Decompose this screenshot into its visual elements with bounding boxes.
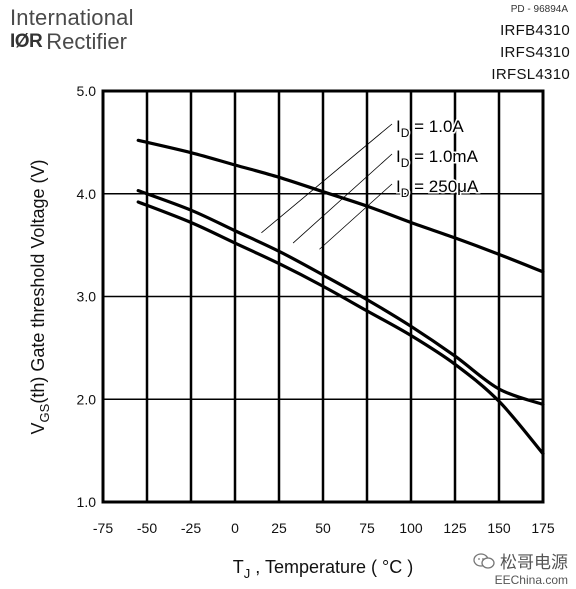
brand-line2: Rectifier <box>46 29 127 54</box>
y-tick-label: 1.0 <box>77 494 97 510</box>
ir-logo-icon: IØR <box>10 31 43 52</box>
watermark: 松哥电源 EEChina.com <box>473 548 568 587</box>
series-label: ID = 1.0mA <box>396 147 479 170</box>
x-tick-label: 100 <box>399 520 423 536</box>
plot-frame <box>101 89 545 504</box>
part-number: IRFS4310 <box>500 44 570 61</box>
series-label: ID = 250μA <box>396 177 479 200</box>
y-tick-label: 4.0 <box>77 186 97 202</box>
y-tick-label: 3.0 <box>77 289 97 305</box>
watermark-site: EEChina.com <box>494 573 568 587</box>
leader-line <box>319 183 393 250</box>
leader-line <box>261 123 393 234</box>
series-line <box>136 189 545 406</box>
brand-line1: International <box>10 5 134 30</box>
x-tick-label: -25 <box>181 520 201 536</box>
x-tick-label: 75 <box>359 520 375 536</box>
series-label: ID = 1.0A <box>396 117 464 140</box>
x-tick-label: 50 <box>315 520 331 536</box>
x-tick-label: -75 <box>93 520 113 536</box>
x-axis-label: TJ , Temperature ( °C ) <box>233 557 413 581</box>
y-tick-label: 5.0 <box>77 83 97 99</box>
x-tick-label: 150 <box>487 520 511 536</box>
x-tick-label: 175 <box>531 520 555 536</box>
watermark-name: 松哥电源 <box>500 553 568 572</box>
y-tick-label: 2.0 <box>77 391 97 407</box>
brand-logo: International IØR Rectifier <box>10 6 134 54</box>
wechat-icon <box>473 552 495 569</box>
series-line <box>136 200 545 456</box>
x-tick-label: 25 <box>271 520 287 536</box>
part-number: IRFSL4310 <box>491 66 570 83</box>
x-tick-label: 125 <box>443 520 467 536</box>
x-tick-label: -50 <box>137 520 157 536</box>
part-number: IRFB4310 <box>500 22 570 39</box>
part-numbers: IRFB4310 IRFS4310 IRFSL4310 <box>491 20 570 86</box>
document-id: PD - 96894A <box>510 4 568 15</box>
series-line <box>136 138 545 274</box>
x-tick-label: 0 <box>231 520 239 536</box>
y-axis-label: VGS(th) Gate threshold Voltage (V) <box>28 160 52 435</box>
